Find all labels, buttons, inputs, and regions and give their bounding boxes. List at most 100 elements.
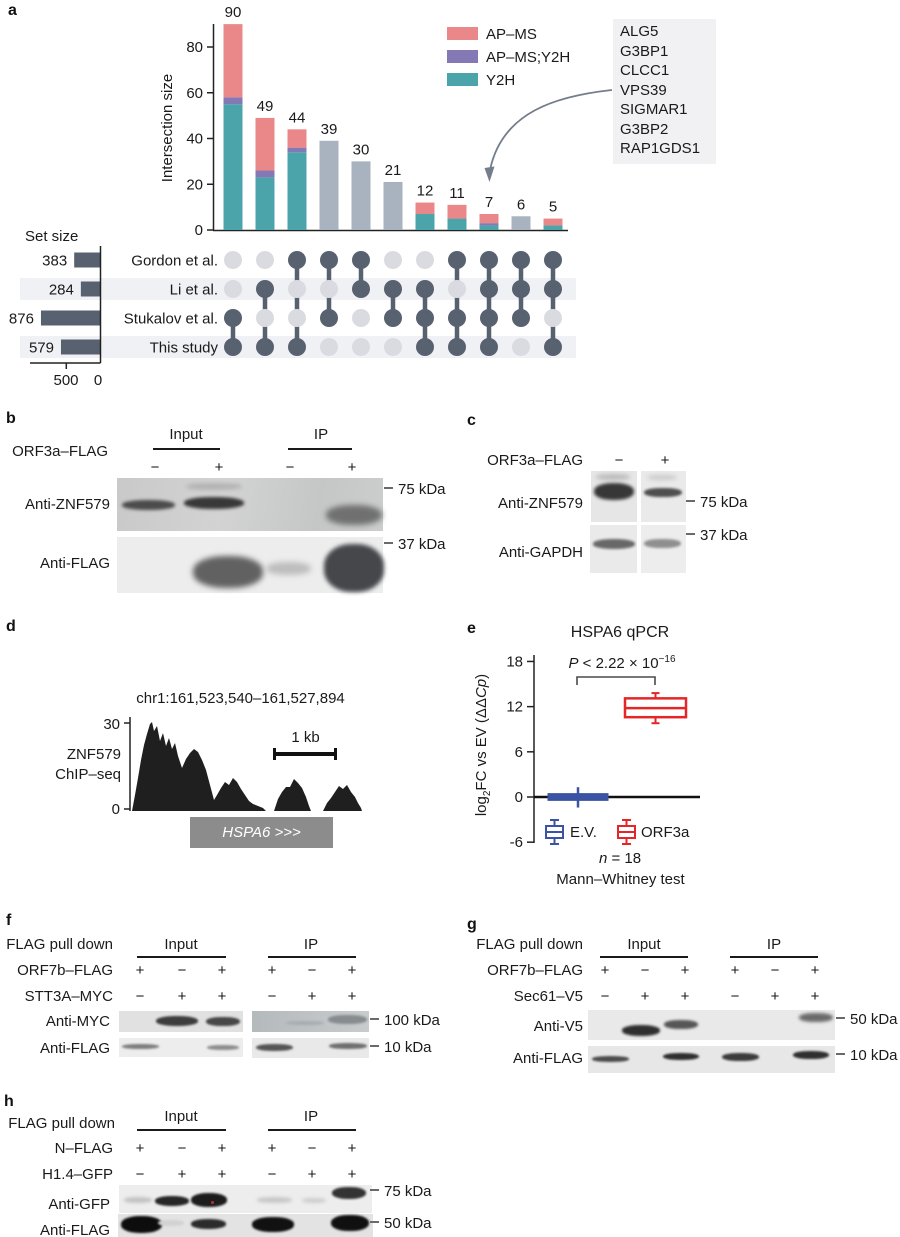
callout-gene: VPS39 — [620, 81, 667, 99]
mw-marker-50: 50 kDa — [836, 1011, 898, 1028]
matrix-dot-on — [512, 309, 530, 327]
pulldown-label-g: FLAG pull down — [476, 936, 583, 953]
blot-band — [206, 1017, 240, 1026]
qpcr-y-tick-label: -6 — [510, 834, 523, 851]
lane-sign: + — [770, 988, 780, 1005]
legend-label-apms: AP–MS — [486, 26, 537, 43]
matrix-dot-off — [224, 280, 242, 298]
marker-dash — [370, 1045, 379, 1048]
antibody-label: Anti-GAPDH — [498, 544, 583, 561]
set-size-value: 579 — [29, 340, 54, 357]
lane-sign: + — [680, 962, 690, 979]
upset-bar-segment — [447, 204, 467, 219]
antibody-label: Anti-FLAG — [512, 1050, 583, 1067]
lane-sign: − — [640, 962, 650, 979]
blot-band — [644, 539, 681, 548]
lane-sign: + — [347, 962, 357, 979]
significance-bracket — [576, 676, 656, 685]
matrix-dot-on — [544, 251, 562, 269]
lane-sign: + — [307, 1166, 317, 1183]
upset-bar-segment — [415, 213, 435, 230]
blot-band — [596, 474, 630, 480]
mw-marker-75: 75 kDa — [384, 481, 446, 498]
legend-label-apms-y2h: AP–MS;Y2H — [486, 49, 571, 66]
upset-bar-segment — [415, 202, 435, 214]
matrix-dot-on — [416, 338, 434, 356]
upset-bar-segment — [255, 177, 275, 230]
blot-band — [191, 1193, 227, 1207]
set-size-bar — [74, 252, 100, 268]
upset-bar-segment — [479, 213, 499, 224]
blot-band — [592, 1056, 629, 1062]
matrix-dot-on — [512, 280, 530, 298]
group-header-ip-g: IP — [766, 936, 782, 953]
marker-dash — [384, 542, 393, 545]
boxplot-legend-glyph-orf3a — [617, 819, 636, 845]
pulldown-label-f: FLAG pull down — [6, 936, 113, 953]
blot-h-flag — [118, 1214, 373, 1237]
matrix-dot-on — [224, 309, 242, 327]
chipseq-peak-3 — [323, 785, 362, 811]
upset-bar-value: 6 — [517, 196, 525, 213]
matrix-dot-off — [544, 309, 562, 327]
boxplot-legend-glyph-ev — [545, 819, 564, 845]
set-size-axis-title: Set size — [25, 228, 79, 245]
lane-sign: + — [347, 1140, 357, 1157]
antibody-label: Anti-FLAG — [39, 1040, 110, 1057]
blot-band — [329, 1043, 367, 1049]
blot-band — [722, 1053, 759, 1061]
blot-band — [331, 1215, 369, 1231]
set-size-bar — [60, 339, 100, 355]
lane-sign: − — [770, 962, 780, 979]
matrix-dot-on — [448, 309, 466, 327]
marker-dash — [384, 487, 393, 490]
matrix-dot-off — [384, 338, 402, 356]
set-size-axis-tick-label: 500 — [53, 372, 78, 389]
blot-c-znf579-lane2 — [641, 471, 686, 522]
panel-label-h: h — [4, 1093, 14, 1110]
upset-bar-value: 7 — [485, 194, 493, 211]
input-underline-h — [137, 1129, 226, 1131]
upset-bar-value: 39 — [321, 121, 338, 138]
mw-marker-100: 100 kDa — [370, 1012, 440, 1029]
marker-dash — [686, 500, 695, 503]
lane-sign: − — [600, 988, 610, 1005]
upset-bar-value: 90 — [225, 4, 242, 21]
callout-arrow — [484, 89, 613, 182]
row-label: ORF7b–FLAG — [487, 962, 583, 979]
upset-bar-value: 30 — [353, 141, 370, 158]
boxplot-ev-box — [547, 793, 609, 801]
upset-bar-segment — [319, 140, 339, 230]
blot-band — [156, 1016, 198, 1026]
callout-gene: G3BP2 — [620, 120, 669, 138]
pulldown-label-h: FLAG pull down — [8, 1115, 115, 1132]
blot-band — [158, 1220, 184, 1226]
antibody-label: Anti-GFP — [48, 1196, 110, 1213]
legend-label-y2h: Y2H — [486, 72, 516, 89]
lane-sign: − — [285, 459, 295, 476]
qpcr-y-tick-label: 12 — [506, 699, 523, 716]
row-label: ORF7b–FLAG — [17, 962, 113, 979]
upset-bar-value: 21 — [385, 162, 402, 179]
condition-label-b: ORF3a–FLAG — [12, 443, 108, 460]
upset-bar-segment — [287, 147, 307, 153]
matrix-dot-off — [352, 309, 370, 327]
lane-sign: + — [810, 962, 820, 979]
antibody-label: Anti-FLAG — [39, 1222, 110, 1237]
track-label-line1: ZNF579 — [66, 746, 121, 763]
blot-band — [155, 1196, 189, 1206]
antibody-label: Anti-ZNF579 — [24, 496, 110, 513]
lane-sign: − — [730, 988, 740, 1005]
upset-bar-value: 11 — [449, 185, 465, 202]
lane-sign: − — [135, 1166, 145, 1183]
lane-sign: + — [347, 1166, 357, 1183]
matrix-dot-on — [480, 280, 498, 298]
set-size-axis-tick-label: 0 — [94, 372, 102, 389]
blot-band — [324, 544, 384, 592]
upset-y-tick-label: 80 — [186, 39, 203, 56]
lane-sign: − — [177, 1140, 187, 1157]
set-row-label: Li et al. — [170, 282, 218, 299]
upset-bar-segment — [255, 117, 275, 171]
blot-g-flag — [588, 1046, 835, 1073]
gene-box-hspa6: HSPA6 >>> — [190, 817, 333, 848]
